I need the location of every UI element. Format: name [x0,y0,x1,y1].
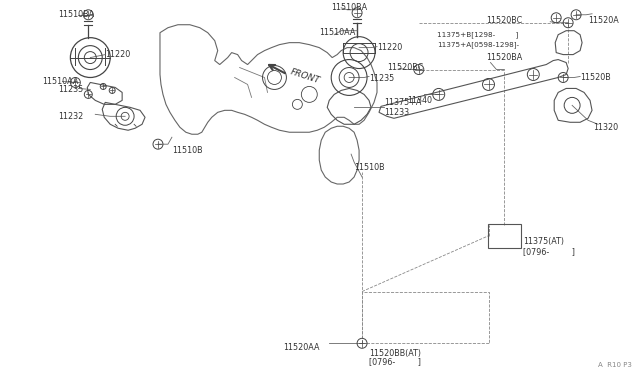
Text: 11233: 11233 [384,108,409,117]
Text: 11340: 11340 [407,96,432,105]
Text: 11235: 11235 [58,85,84,94]
Text: 11375+A: 11375+A [384,98,421,107]
Text: 11375+A[0598-1298]-: 11375+A[0598-1298]- [436,41,519,48]
Text: 11220: 11220 [105,50,131,59]
Text: 11375(AT): 11375(AT) [524,237,564,246]
Text: [0796-         ]: [0796- ] [524,247,575,256]
Text: 11520BB(AT): 11520BB(AT) [369,349,421,358]
Text: FRONT: FRONT [289,67,321,86]
Text: 11510BA: 11510BA [58,10,95,19]
Text: 11510B: 11510B [172,146,202,155]
Text: 11520AA: 11520AA [283,343,319,352]
Text: 11510B: 11510B [354,163,385,171]
Text: 11320: 11320 [593,123,618,132]
Text: 11520B: 11520B [580,73,611,82]
Text: 11220: 11220 [377,43,403,52]
Text: 11232: 11232 [58,112,84,121]
Text: 11520BC: 11520BC [486,16,523,25]
Text: [0796-         ]: [0796- ] [369,357,421,366]
Text: A  R10 P3: A R10 P3 [598,362,632,368]
Text: 11520BC: 11520BC [387,63,423,72]
Text: 11510AA: 11510AA [42,77,79,86]
Text: 11235: 11235 [369,74,394,83]
Text: 11520A: 11520A [588,16,619,25]
Text: 11520BA: 11520BA [486,53,523,62]
Text: 11510AA: 11510AA [319,28,356,37]
Text: 11375+B[1298-         ]: 11375+B[1298- ] [436,31,518,38]
Text: 11510BA: 11510BA [332,3,367,12]
